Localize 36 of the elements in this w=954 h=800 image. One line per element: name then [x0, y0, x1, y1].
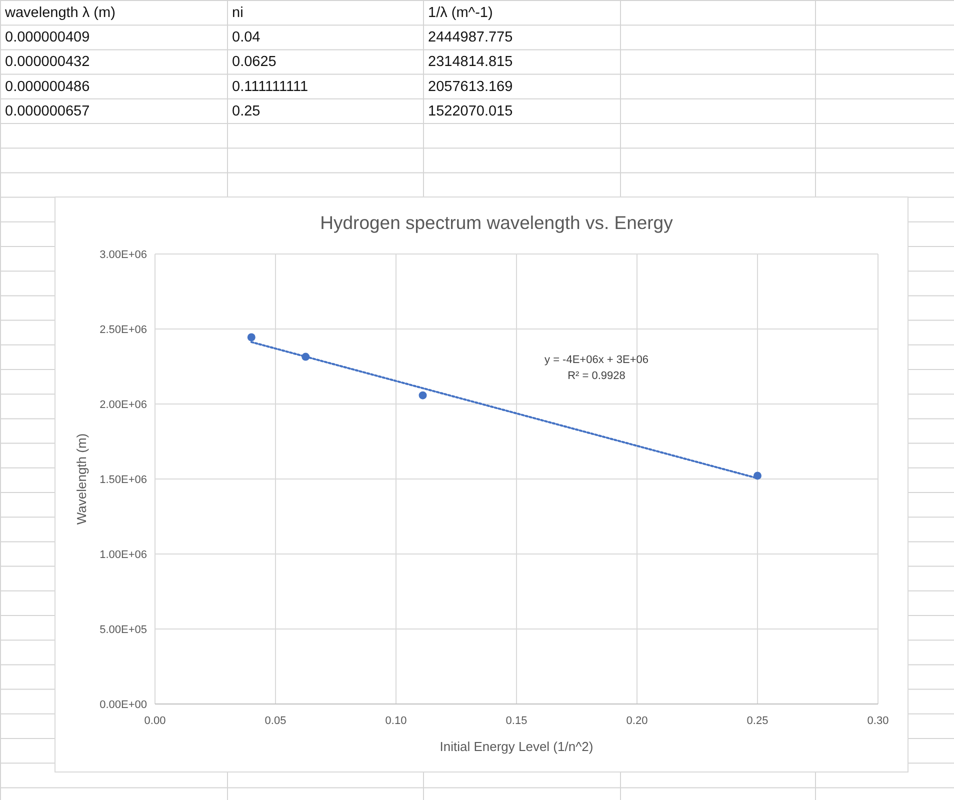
x-tick-label: 0.00: [144, 715, 166, 727]
annotation: y = -4E+06x + 3E+06: [544, 354, 648, 366]
category-label: ni: [232, 5, 244, 21]
text: 0.000000409: [5, 30, 90, 46]
y-tick-label: 2.50E+06: [100, 324, 147, 336]
x-tick-label: 0.20: [626, 715, 648, 727]
text: 0.000000432: [5, 54, 90, 70]
x-axis-title: Initial Energy Level (1/n^2): [440, 739, 594, 754]
y-tick-label: 1.50E+06: [100, 474, 147, 486]
x-tick-label: 0.05: [264, 715, 286, 727]
point: [418, 391, 427, 400]
x-tick-label: 0.15: [506, 715, 528, 727]
text: 0.000000486: [5, 78, 90, 95]
text: 2057613.169: [428, 78, 513, 95]
category-label: wavelength λ (m): [4, 5, 116, 21]
y-tick-label: 3.00E+06: [100, 248, 147, 261]
text: 0.000000657: [5, 103, 90, 120]
text: 2314814.815: [428, 54, 513, 70]
text: 2444987.775: [428, 30, 513, 46]
text: 0.0625: [232, 54, 276, 70]
text: 0.04: [232, 30, 260, 46]
text: 0.111111111: [232, 78, 308, 95]
y-tick-label: 5.00E+05: [100, 624, 147, 636]
y-tick-label: 0.00E+00: [100, 698, 147, 711]
y-tick-label: 1.00E+06: [100, 548, 147, 561]
x-tick-label: 0.30: [867, 715, 889, 727]
chart-title: Hydrogen spectrum wavelength vs. Energy: [320, 212, 674, 233]
text: 1522070.015: [428, 103, 513, 120]
y-tick-label: 2.00E+06: [100, 398, 147, 411]
x-tick-label: 0.10: [385, 715, 407, 727]
annotation: R² = 0.9928: [568, 370, 626, 382]
category-label: 1/λ (m^-1): [428, 5, 493, 21]
x-tick-label: 0.25: [746, 715, 768, 727]
point: [247, 333, 256, 342]
text: 0.25: [232, 103, 260, 120]
y-axis-title: Wavelength (m): [74, 433, 89, 525]
